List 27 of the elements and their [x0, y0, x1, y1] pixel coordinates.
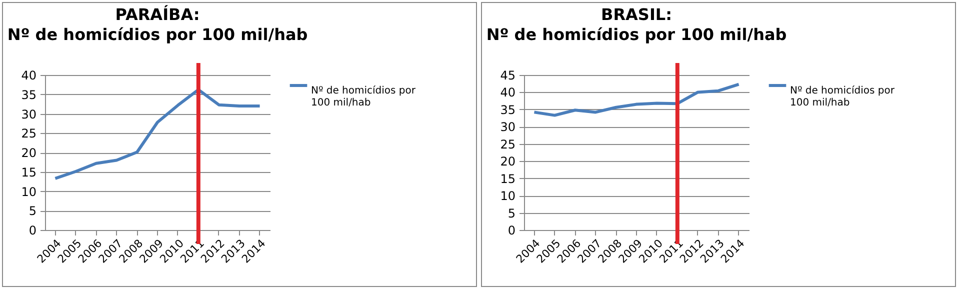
y-tick-label: 40: [21, 68, 36, 82]
y-tick-label: 20: [21, 146, 36, 160]
chart-title: PARAÍBA:: [115, 5, 200, 24]
y-tick-label: 15: [500, 172, 516, 186]
y-tick-label: 15: [21, 165, 36, 180]
y-tick-label: 25: [500, 137, 516, 152]
line-series: [532, 82, 740, 117]
y-tick-label: 0: [508, 224, 516, 238]
y-tick-label: 30: [500, 120, 516, 134]
line-series: [54, 88, 262, 180]
legend-label: Nº de homicídios por 100 mil/hab: [311, 86, 416, 108]
chart-title: BRASIL:: [601, 5, 672, 24]
y-tick-label: 0: [28, 224, 36, 238]
y-tick-label: 30: [21, 107, 36, 122]
y-tick-label: 35: [21, 88, 36, 102]
chart-subtitle: Nº de homicídios por 100 mil/hab: [7, 25, 308, 44]
y-tick-label: 10: [500, 189, 516, 204]
chart-subtitle: Nº de homicídios por 100 mil/hab: [486, 25, 787, 44]
y-tick-label: 35: [500, 102, 516, 117]
y-tick-label: 5: [508, 206, 516, 220]
y-tick-label: 20: [500, 154, 516, 169]
legend-label: Nº de homicídios por 100 mil/hab: [790, 86, 896, 108]
y-tick-label: 5: [28, 204, 36, 218]
y-tick-label: 45: [500, 68, 516, 82]
y-tick-label: 40: [500, 86, 516, 100]
y-tick-label: 10: [21, 184, 36, 199]
y-tick-label: 25: [21, 126, 36, 141]
